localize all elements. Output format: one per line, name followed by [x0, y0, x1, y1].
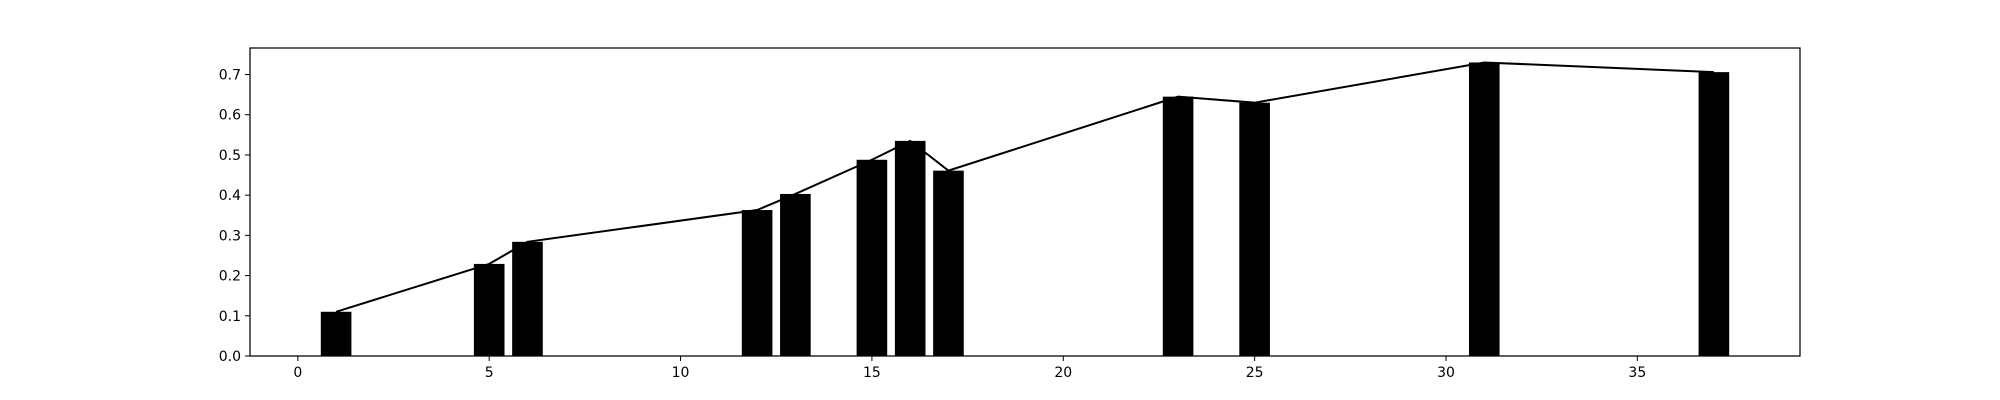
y-tick-label: 0.7	[219, 68, 241, 84]
x-tick-label: 5	[485, 365, 494, 381]
y-tick-label: 0.2	[219, 269, 241, 285]
bar	[1162, 96, 1194, 356]
bars-group	[320, 62, 1730, 357]
y-axis: 0.0 0.1 0.2 0.3 0.4 0.5 0.6 0.7	[219, 68, 250, 365]
x-tick-label: 20	[1054, 365, 1072, 381]
bar	[933, 170, 964, 356]
bar	[856, 159, 888, 356]
bar	[1698, 72, 1730, 356]
bar	[1239, 102, 1270, 356]
x-axis: 0 5 10 15 20 25 30 35	[293, 356, 1646, 381]
x-tick-label: 0	[293, 365, 302, 381]
bar	[320, 311, 352, 356]
y-tick-label: 0.3	[219, 228, 241, 244]
bar	[741, 210, 773, 356]
y-tick-label: 0.0	[219, 349, 241, 365]
x-tick-label: 35	[1628, 365, 1646, 381]
x-tick-label: 25	[1246, 365, 1264, 381]
y-tick-label: 0.6	[219, 108, 241, 124]
x-tick-label: 10	[672, 365, 690, 381]
bar	[473, 263, 505, 356]
bar	[780, 193, 811, 356]
plot-background	[250, 48, 1800, 356]
x-tick-label: 30	[1437, 365, 1455, 381]
y-tick-label: 0.5	[219, 148, 241, 164]
x-tick-label: 15	[863, 365, 881, 381]
bar	[894, 140, 926, 356]
y-tick-label: 0.1	[219, 309, 241, 325]
line-series-group	[335, 61, 1714, 313]
series-line	[335, 61, 1714, 313]
bar	[512, 241, 543, 356]
bar	[1468, 62, 1500, 357]
y-tick-label: 0.4	[219, 188, 241, 204]
plot-frame	[249, 47, 1801, 357]
